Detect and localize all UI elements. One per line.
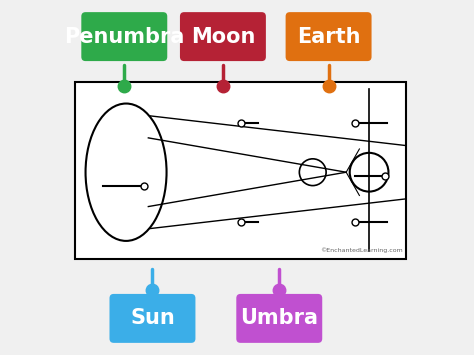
FancyBboxPatch shape bbox=[237, 294, 322, 343]
Text: Moon: Moon bbox=[191, 27, 255, 47]
FancyBboxPatch shape bbox=[286, 12, 372, 61]
Text: ©EnchantedLearning.com: ©EnchantedLearning.com bbox=[320, 247, 402, 253]
Text: Sun: Sun bbox=[130, 308, 175, 328]
FancyBboxPatch shape bbox=[82, 12, 167, 61]
FancyBboxPatch shape bbox=[180, 12, 266, 61]
Text: Umbra: Umbra bbox=[240, 308, 318, 328]
Text: Penumbra: Penumbra bbox=[64, 27, 184, 47]
Ellipse shape bbox=[85, 104, 166, 241]
Bar bbox=[75, 82, 406, 258]
Text: Earth: Earth bbox=[297, 27, 360, 47]
Circle shape bbox=[350, 153, 389, 192]
FancyBboxPatch shape bbox=[109, 294, 195, 343]
Circle shape bbox=[300, 159, 326, 186]
